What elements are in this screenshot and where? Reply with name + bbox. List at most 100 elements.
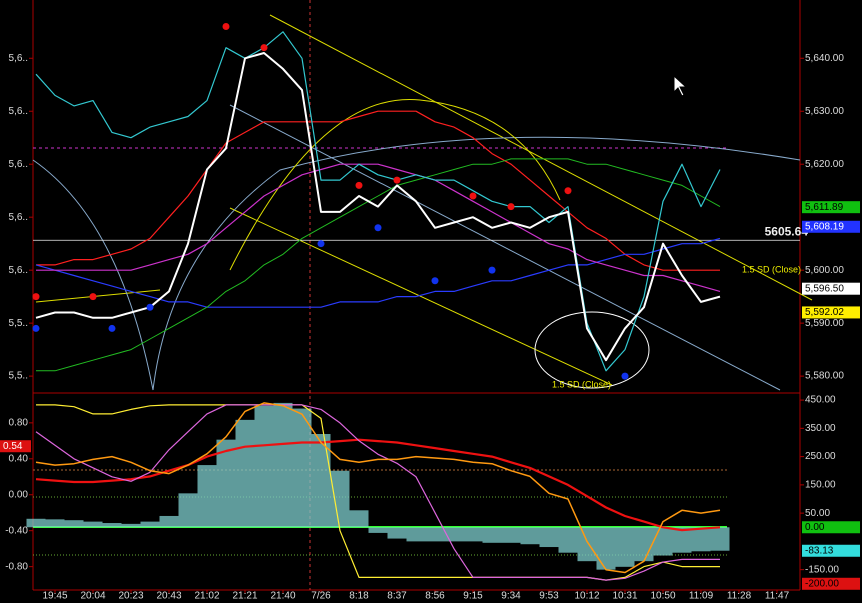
value-box-label: -200.00	[805, 578, 839, 589]
channel-line	[229, 207, 613, 386]
pivot-dot	[393, 176, 401, 184]
decorations	[32, 0, 813, 591]
y-tick-label: 5,580.00	[805, 371, 844, 382]
series-line	[36, 110, 720, 271]
channel-line	[229, 104, 781, 391]
annotation: 1.5 SD (Close)	[552, 379, 611, 389]
plot-background	[33, 0, 800, 590]
value-box-label: -83.13	[805, 545, 834, 556]
histogram-bar	[387, 527, 407, 539]
x-tick-label: 11:47	[765, 591, 790, 602]
histogram-bar	[292, 408, 312, 528]
histogram-bar	[83, 521, 103, 528]
x-tick-label: 21:40	[270, 591, 295, 602]
histogram-bar	[406, 527, 426, 542]
y-tick-label: 5,590.00	[805, 318, 844, 329]
y-tick-label: 250.00	[805, 451, 836, 462]
y-tick-label: 350.00	[805, 423, 836, 434]
value-box	[0, 440, 31, 453]
value-box	[802, 521, 860, 534]
y-tick-label: 5,6..	[9, 106, 28, 117]
histogram-bar	[64, 520, 84, 528]
x-tick-label: 10:31	[612, 591, 637, 602]
x-tick-label: 21:02	[194, 591, 219, 602]
value-box-label: 5,608.19	[805, 221, 844, 232]
histogram-bar	[501, 527, 521, 543]
pivot-dot	[89, 293, 97, 301]
histogram-bar	[520, 527, 540, 545]
value-box	[802, 220, 860, 233]
value-box	[802, 544, 860, 557]
y-tick-label: -0.40	[5, 525, 28, 536]
histogram-bar	[26, 518, 46, 528]
value-box-label: 5,596.50	[805, 283, 844, 294]
histogram-bar	[349, 510, 369, 528]
x-tick-label: 20:04	[80, 591, 105, 602]
value-box-label: 5,592.02	[805, 307, 844, 318]
y-tick-label: 0.40	[9, 453, 29, 464]
histogram-bar	[273, 402, 293, 528]
histogram-bar	[159, 515, 179, 528]
value-box	[802, 306, 860, 319]
histogram-bar	[672, 527, 692, 553]
pivot-dot	[469, 192, 477, 200]
series-line	[36, 163, 721, 292]
x-tick-label: 10:12	[574, 591, 599, 602]
reference-label: 5605.64	[765, 224, 809, 238]
pivot-dot	[108, 324, 116, 332]
histogram-bar	[615, 527, 635, 567]
histogram-bar	[691, 527, 711, 552]
histogram-bar	[634, 527, 654, 562]
pivot-dot	[146, 303, 154, 311]
y-tick-label: -150.00	[805, 564, 839, 575]
histogram-bar	[311, 434, 331, 528]
histogram-bar	[330, 470, 350, 528]
x-tick-label: 10:50	[650, 591, 675, 602]
histogram-bar	[444, 527, 464, 542]
pivot-dot	[488, 266, 496, 274]
series-line	[35, 404, 720, 581]
histogram-bar	[539, 527, 559, 548]
histogram-bar	[653, 527, 673, 556]
value-box	[802, 282, 860, 295]
value-box-label: 0.54	[3, 441, 23, 452]
series-line	[35, 402, 721, 574]
pivot-dot	[621, 372, 629, 380]
x-tick-label: 7/26	[311, 591, 331, 602]
x-tick-label: 8:56	[425, 591, 445, 602]
histogram-bar	[178, 493, 198, 528]
pivot-dot	[32, 293, 40, 301]
highlight-ellipse	[534, 311, 650, 389]
x-tick-label: 11:09	[689, 591, 714, 602]
x-tick-label: 11:28	[727, 591, 752, 602]
histogram-bar	[102, 523, 122, 528]
histogram-bar	[235, 419, 255, 528]
x-tick-label: 8:18	[349, 591, 369, 602]
x-tick-label: 9:34	[501, 591, 521, 602]
histogram-bar	[216, 439, 236, 528]
channel-line	[35, 289, 161, 303]
x-tick-label: 19:45	[42, 591, 67, 602]
y-tick-label: 0.00	[9, 489, 29, 500]
pivot-dot	[32, 324, 40, 332]
pivot-dot	[355, 181, 363, 189]
histogram-bar	[577, 527, 597, 562]
pivot-dot	[317, 240, 325, 248]
histogram-bar	[463, 527, 483, 542]
x-tick-label: 9:15	[463, 591, 483, 602]
y-tick-label: 150.00	[805, 480, 836, 491]
histogram-bar	[254, 405, 274, 528]
value-box	[802, 201, 860, 214]
y-tick-label: 5,6..	[9, 265, 28, 276]
histogram-bar	[121, 523, 141, 528]
histogram-bar	[368, 527, 388, 533]
x-tick-label: 9:53	[539, 591, 559, 602]
histogram-bar	[558, 527, 578, 553]
series-line	[36, 158, 721, 372]
series-line	[35, 31, 721, 372]
y-tick-label: 5,620.00	[805, 159, 844, 170]
histogram-bar	[482, 527, 502, 543]
series-line	[35, 438, 721, 532]
